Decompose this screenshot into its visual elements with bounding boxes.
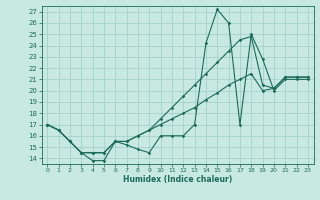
X-axis label: Humidex (Indice chaleur): Humidex (Indice chaleur): [123, 175, 232, 184]
